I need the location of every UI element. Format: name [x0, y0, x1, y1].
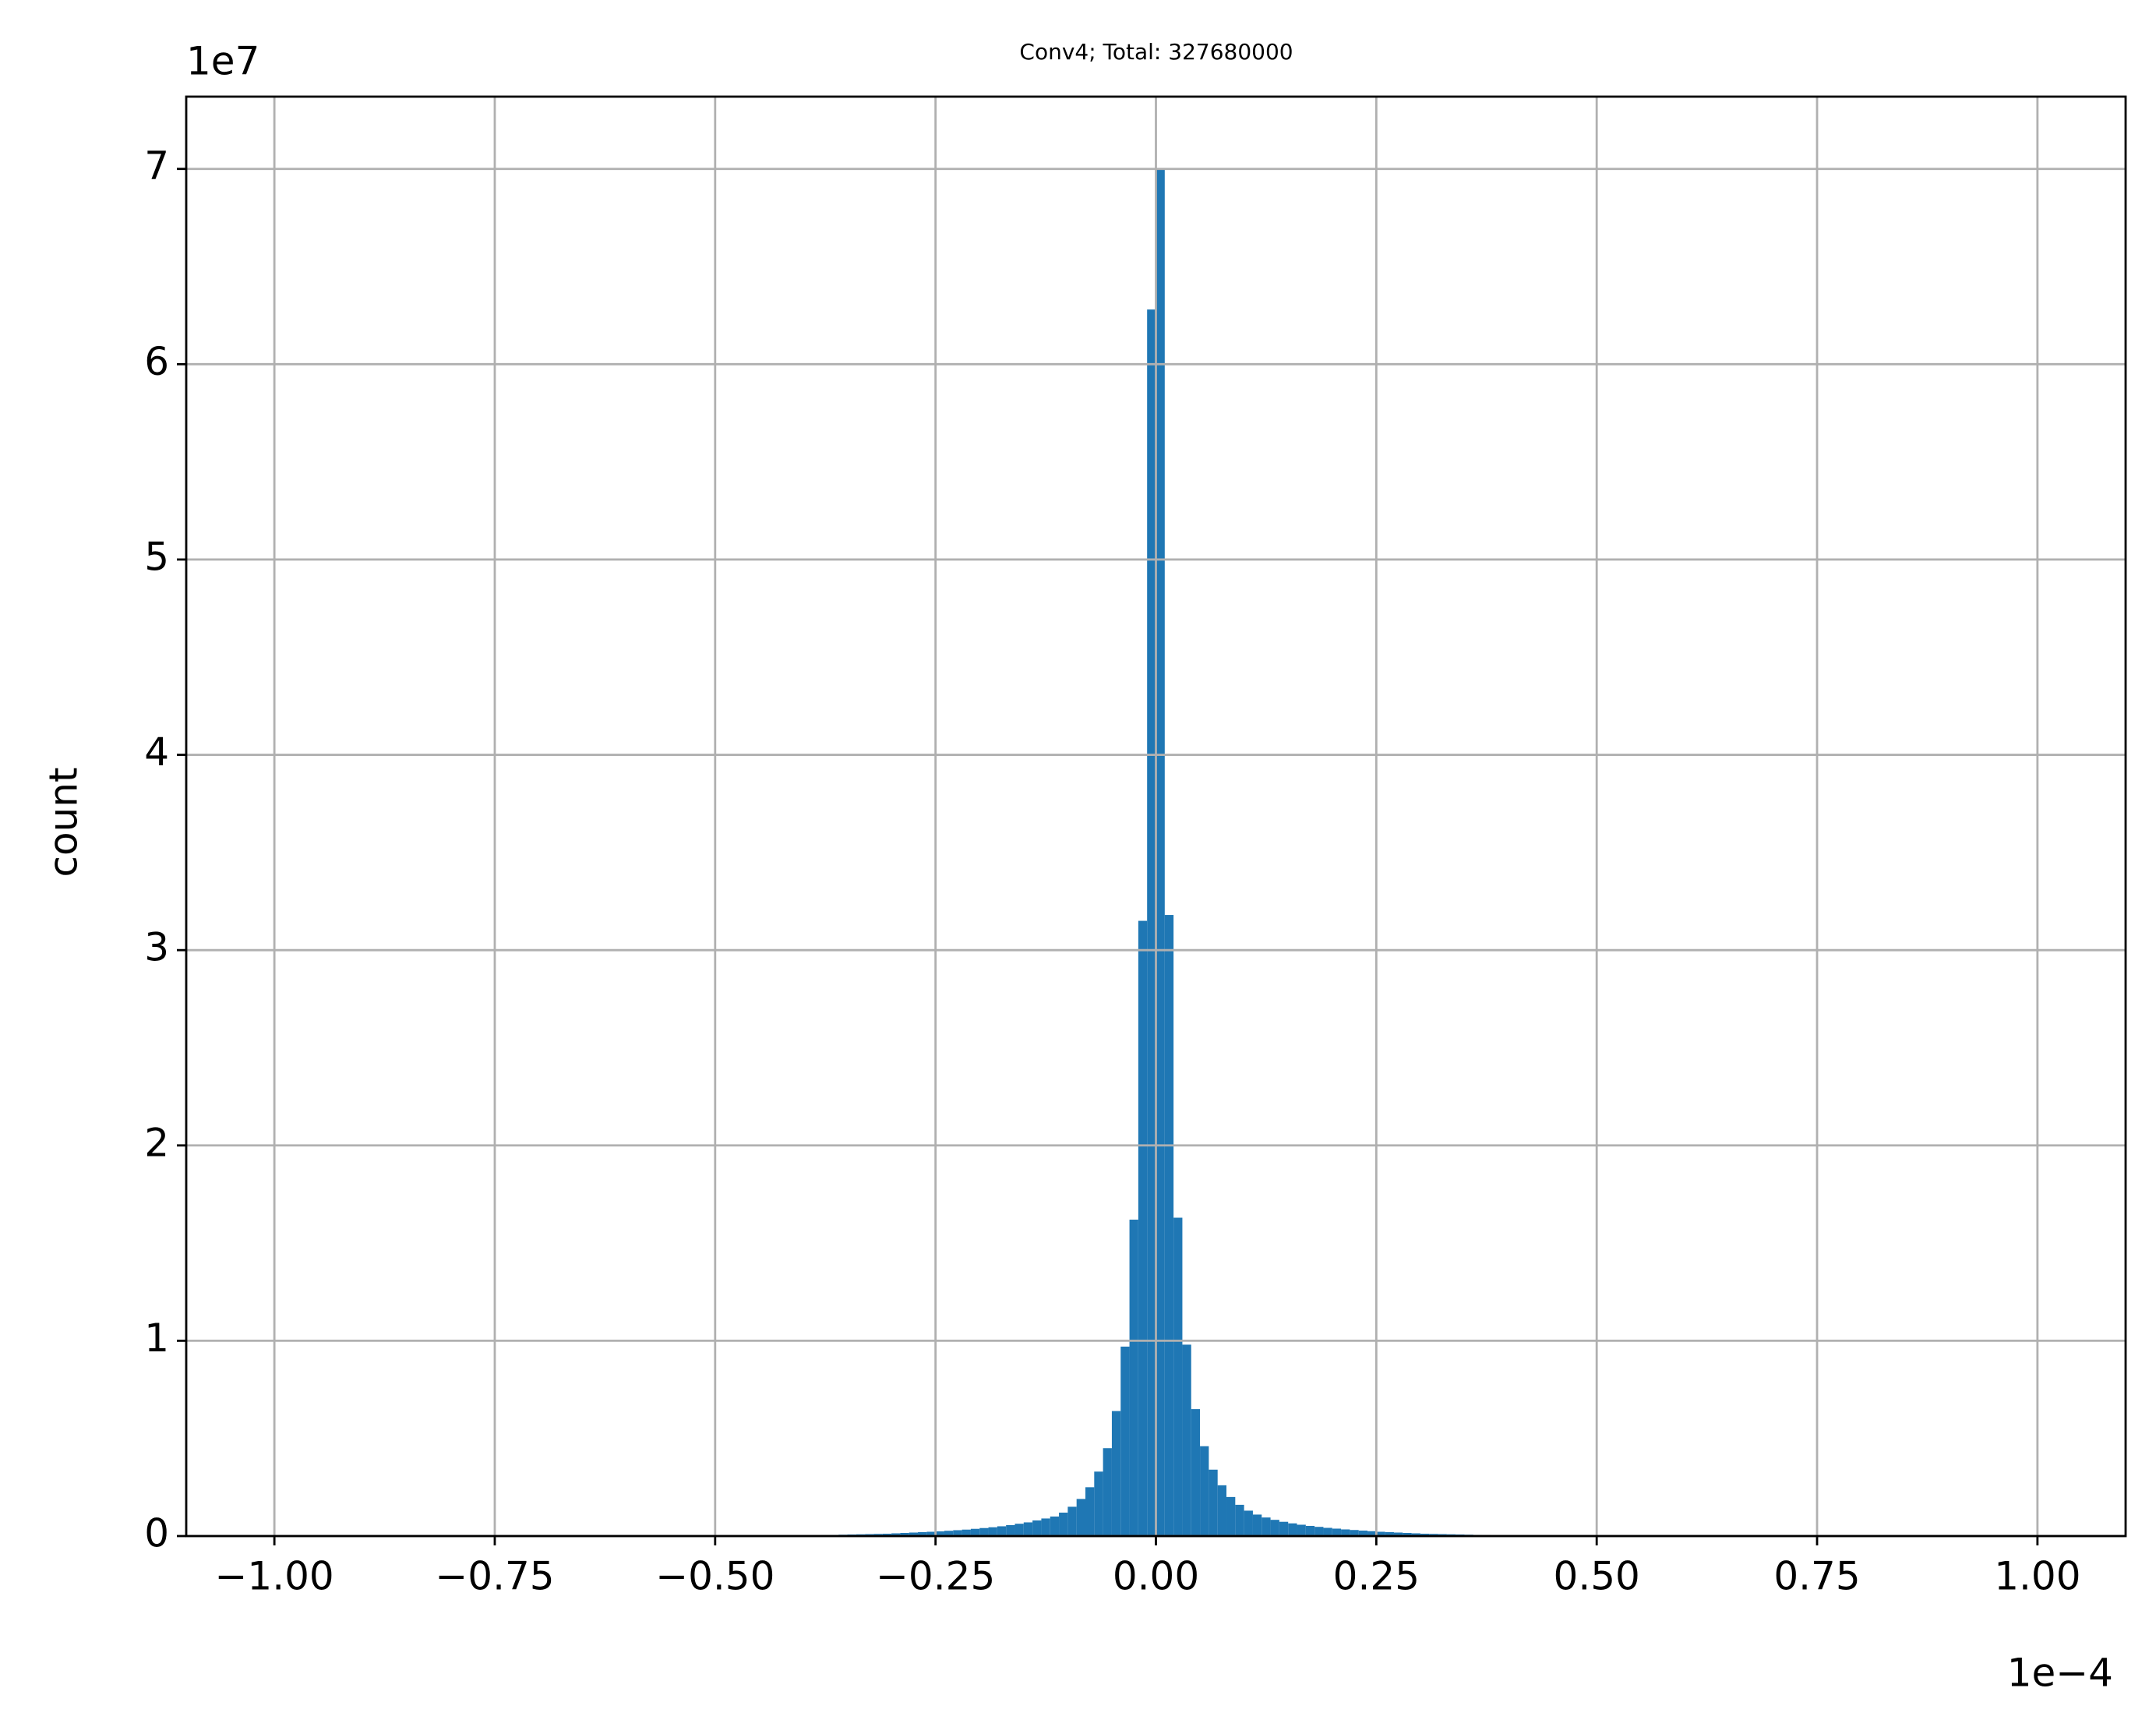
bar	[1358, 1530, 1368, 1536]
bar	[909, 1532, 919, 1536]
bar	[1138, 920, 1148, 1536]
bar	[1103, 1448, 1112, 1536]
bar	[1297, 1524, 1306, 1536]
bar	[1129, 1220, 1138, 1536]
bar	[988, 1527, 997, 1536]
y-tick-label: 5	[144, 534, 169, 579]
x-tick-label: 1.00	[1994, 1554, 2080, 1599]
bar	[1252, 1514, 1262, 1536]
bar	[1420, 1533, 1430, 1536]
bar	[970, 1528, 980, 1536]
y-tick-label: 3	[144, 925, 169, 970]
plot-frame	[185, 95, 2127, 1538]
y-tick-label: 4	[144, 729, 169, 775]
bar	[1314, 1527, 1324, 1536]
bar	[997, 1526, 1007, 1536]
bar	[1120, 1346, 1130, 1536]
bar	[1385, 1531, 1394, 1536]
bar	[1147, 309, 1156, 1536]
bar	[1032, 1520, 1042, 1536]
x-tick-label: 0.00	[1113, 1554, 1199, 1599]
x-tick-label: −0.25	[876, 1554, 995, 1599]
bar	[1059, 1512, 1068, 1536]
bar	[918, 1531, 927, 1536]
bar	[882, 1533, 892, 1536]
y-axis-label: count	[41, 767, 86, 877]
bar	[1341, 1529, 1350, 1536]
bar	[1067, 1506, 1077, 1536]
bar	[979, 1527, 989, 1536]
bar	[1164, 915, 1174, 1536]
bar	[1270, 1520, 1279, 1536]
bar	[900, 1532, 909, 1536]
bar	[1023, 1522, 1033, 1536]
bar	[953, 1530, 962, 1536]
x-tick-label: 0.25	[1333, 1554, 1420, 1599]
bar	[1403, 1532, 1412, 1536]
x-tick-label: −0.75	[435, 1554, 554, 1599]
x-offset-label: 1e−4	[2007, 1651, 2113, 1696]
x-tick-label: −1.00	[215, 1554, 334, 1599]
x-tick-label: 0.50	[1554, 1554, 1640, 1599]
bar	[891, 1533, 901, 1536]
bar	[1050, 1516, 1060, 1536]
bar	[962, 1529, 971, 1536]
bar	[1191, 1409, 1201, 1536]
bar	[1350, 1530, 1359, 1536]
bar	[1332, 1528, 1342, 1536]
y-offset-label: 1e7	[186, 39, 259, 84]
chart-title: Conv4; Total: 327680000	[1019, 39, 1293, 65]
bar	[1323, 1527, 1332, 1536]
bar	[926, 1531, 936, 1536]
bar	[1094, 1471, 1103, 1536]
bar	[1411, 1533, 1420, 1536]
y-tick-label: 6	[144, 339, 169, 384]
bar	[1376, 1531, 1385, 1536]
bar	[1111, 1411, 1121, 1536]
y-tick-label: 7	[144, 143, 169, 189]
bar	[1182, 1344, 1191, 1536]
bar	[1393, 1532, 1403, 1536]
bar	[935, 1531, 944, 1536]
bar	[1173, 1217, 1183, 1536]
x-tick-label: 0.75	[1773, 1554, 1860, 1599]
bar	[1367, 1531, 1377, 1536]
bar	[1244, 1510, 1253, 1536]
bar	[1217, 1485, 1227, 1536]
bar	[1041, 1518, 1050, 1536]
bar	[1261, 1517, 1271, 1536]
bar	[1305, 1525, 1315, 1536]
bar	[1156, 168, 1165, 1536]
bar	[1085, 1487, 1095, 1536]
bar	[1014, 1524, 1024, 1536]
bar	[1288, 1523, 1297, 1536]
bar	[1076, 1499, 1085, 1536]
bar	[1226, 1496, 1236, 1536]
y-tick-label: 2	[144, 1120, 169, 1165]
y-tick-label: 0	[144, 1511, 169, 1556]
bar	[1235, 1504, 1244, 1536]
bar	[1200, 1446, 1209, 1536]
y-tick-label: 1	[144, 1316, 169, 1361]
bar	[1006, 1524, 1015, 1536]
bar	[1209, 1469, 1218, 1536]
bar	[1279, 1521, 1289, 1536]
x-tick-label: −0.50	[655, 1554, 775, 1599]
bar	[944, 1531, 954, 1536]
